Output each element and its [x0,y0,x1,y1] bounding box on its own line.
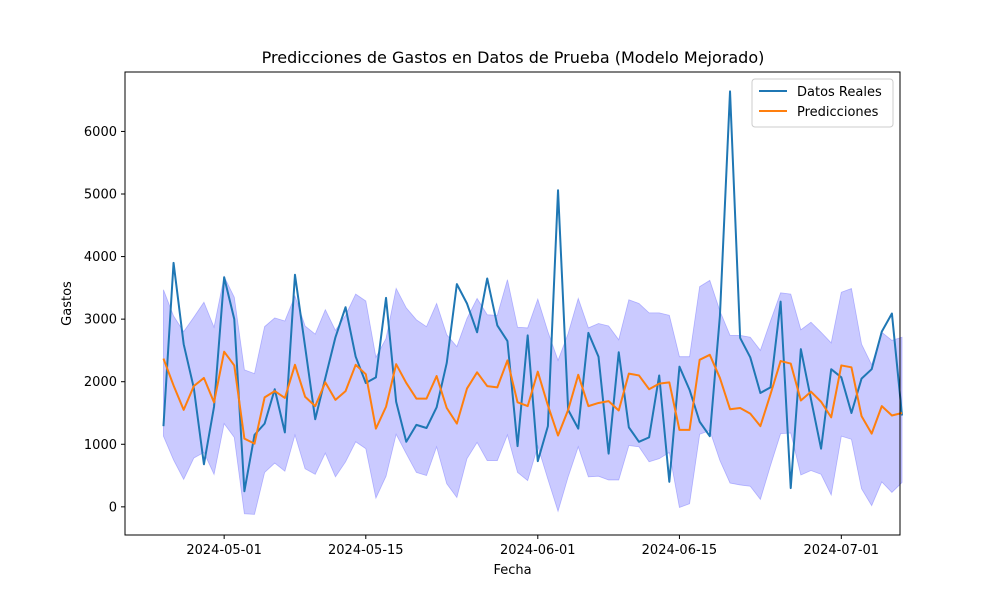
plot-area [162,90,904,515]
axes: 0 1000 2000 3000 4000 5000 6000 2024-05-01 2024-… [84,125,879,558]
y-tick-label: 1000 [84,438,117,453]
x-tick-label: 2024-05-01 [186,543,262,558]
y-tick-label: 5000 [84,188,117,203]
x-axis-label: Fecha [493,563,531,578]
y-tick-label: 2000 [84,375,117,390]
y-tick-label: 3000 [84,313,117,328]
legend-label-datos-reales: Datos Reales [797,85,882,100]
y-tick-label: 0 [109,500,117,515]
y-tick-label: 6000 [84,125,117,140]
series-line-predicciones [162,350,903,445]
legend: Datos Reales Predicciones [751,78,894,128]
chart-title: Predicciones de Gastos en Datos de Prueb… [262,48,765,67]
legend-label-predicciones: Predicciones [797,105,879,120]
x-tick-label: 2024-07-01 [804,543,880,558]
y-tick-label: 4000 [84,250,117,265]
plot-frame [124,71,901,536]
series-line-datos-reales [162,90,904,493]
x-tick-label: 2024-06-15 [642,543,718,558]
x-tick-label: 2024-06-01 [500,543,576,558]
y-axis-label: Gastos [60,281,75,326]
x-tick-label: 2024-05-15 [328,543,404,558]
legend-box [751,78,894,128]
